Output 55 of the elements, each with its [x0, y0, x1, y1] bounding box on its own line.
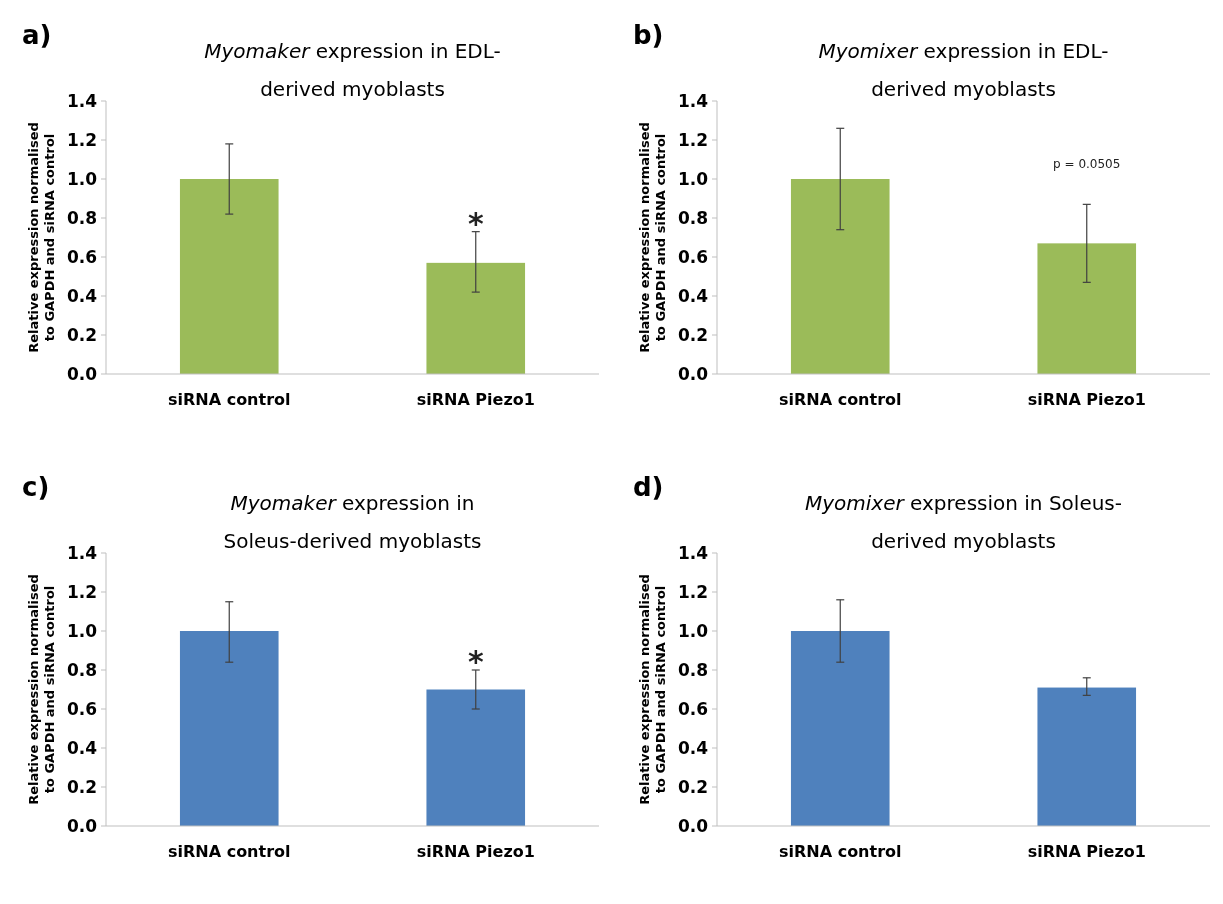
y-tick-label: 0.8	[677, 207, 708, 228]
y-tick-label: 0.0	[677, 363, 709, 384]
text: c)	[22, 472, 50, 502]
y-tick-label: 0.6	[66, 698, 97, 719]
y-tick-label: 0.2	[66, 324, 97, 345]
y-tick-label: 1.0	[66, 168, 98, 189]
y-tick-label: 1.0	[677, 168, 709, 189]
y-tick-label: 0.8	[677, 659, 708, 680]
x-tick-label: siRNA Piezo1	[1027, 390, 1146, 409]
y-tick-label: 0.8	[66, 659, 97, 680]
y-tick-label: 1.0	[66, 620, 98, 641]
chart-title: Myomaker expression in EDL- derived myoblasts	[204, 39, 501, 101]
annotation: *	[467, 644, 484, 679]
y-tick-label: 1.2	[677, 581, 708, 602]
chart-title: Myomixer expression in EDL- derived myoblasts	[818, 39, 1109, 101]
x-tick-label: siRNA control	[778, 390, 902, 409]
y-axis-title: Relative expression normalised to GAPDH and siRNA control	[26, 122, 57, 353]
annotation: *	[467, 205, 484, 241]
x-tick-label: siRNA Piezo1	[416, 390, 535, 409]
y-tick-label: 0.4	[66, 285, 98, 306]
y-tick-label: 1.2	[66, 129, 97, 150]
y-tick-label: 1.4	[677, 90, 709, 111]
x-tick-label: siRNA control	[167, 842, 291, 861]
text: a)	[22, 20, 52, 50]
chart-title: Myomixer expression in Soleus- derived myoblasts	[804, 491, 1123, 553]
y-tick-label: 0.0	[66, 363, 98, 384]
y-tick-label: 0.0	[677, 815, 709, 836]
y-tick-label: 1.4	[66, 90, 98, 111]
y-tick-label: 0.0	[66, 815, 98, 836]
annotation: p = 0.0505	[1053, 157, 1121, 172]
x-tick-label: siRNA control	[778, 842, 902, 861]
x-tick-label: siRNA Piezo1	[416, 842, 535, 861]
y-axis-title: Relative expression normalised to GAPDH and siRNA control	[26, 574, 57, 805]
y-axis-title: Relative expression normalised to GAPDH and siRNA control	[637, 574, 668, 805]
y-tick-label: 0.4	[677, 285, 709, 306]
chart-title: Myomaker expression in Soleus-derived myoblasts	[223, 491, 482, 553]
y-tick-label: 0.6	[66, 246, 97, 267]
y-tick-label: 1.0	[677, 620, 709, 641]
y-tick-label: 1.2	[677, 129, 708, 150]
y-tick-label: 1.4	[677, 542, 709, 563]
y-tick-label: 0.2	[677, 776, 708, 797]
y-tick-label: 1.2	[66, 581, 97, 602]
y-tick-label: 0.4	[677, 737, 709, 758]
x-tick-label: siRNA Piezo1	[1027, 842, 1146, 861]
text: b)	[633, 20, 664, 50]
y-tick-label: 0.8	[66, 207, 97, 228]
y-tick-label: 1.4	[66, 542, 98, 563]
text: d)	[633, 472, 664, 502]
y-tick-label: 0.2	[677, 324, 708, 345]
y-tick-label: 0.6	[677, 246, 708, 267]
y-tick-label: 0.4	[66, 737, 98, 758]
y-tick-label: 0.6	[677, 698, 708, 719]
x-tick-label: siRNA control	[167, 390, 291, 409]
y-tick-label: 0.2	[66, 776, 97, 797]
y-axis-title: Relative expression normalised to GAPDH and siRNA control	[637, 122, 668, 353]
